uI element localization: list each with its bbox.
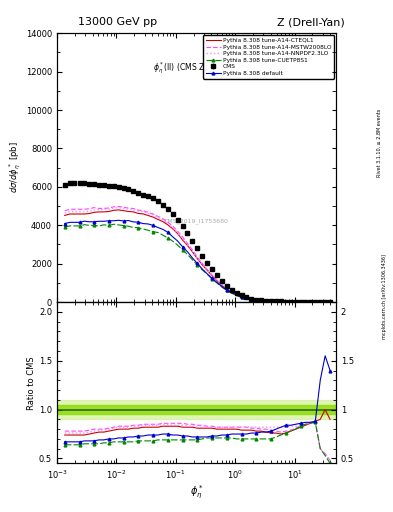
- Pythia 8.308 tune-CUETP8S1: [111, 221, 116, 227]
- Pythia 8.308 tune-A14-MSTW2008LO: [323, 299, 327, 305]
- Pythia 8.308 tune-CUETP8S1: [131, 224, 136, 230]
- Pythia 8.308 tune-A14-MSTW2008LO: [131, 205, 136, 211]
- Pythia 8.308 tune-A14-MSTW2008LO: [328, 299, 332, 305]
- Pythia 8.308 tune-CUETP8S1: [303, 299, 308, 305]
- Line: Pythia 8.308 tune-A14-CTEQL1: Pythia 8.308 tune-A14-CTEQL1: [65, 210, 330, 302]
- Pythia 8.308 tune-A14-MSTW2008LO: [92, 204, 96, 211]
- Text: Z (Drell-Yan): Z (Drell-Yan): [277, 17, 344, 27]
- Pythia 8.308 tune-A14-NNPDF2.3LO: [131, 206, 136, 212]
- Pythia 8.308 tune-CUETP8S1: [92, 222, 96, 228]
- Y-axis label: $d\sigma/d\phi_\eta^*$ [pb]: $d\sigma/d\phi_\eta^*$ [pb]: [7, 142, 23, 194]
- Text: $\phi_\eta^*$(ll) (CMS Z production): $\phi_\eta^*$(ll) (CMS Z production): [153, 60, 252, 76]
- Text: CMS_2019_I1753680: CMS_2019_I1753680: [164, 219, 229, 224]
- Pythia 8.308 tune-CUETP8S1: [323, 299, 327, 305]
- Pythia 8.308 tune-A14-CTEQL1: [116, 207, 121, 213]
- Text: mcplots.cern.ch [arXiv:1306.3436]: mcplots.cern.ch [arXiv:1306.3436]: [382, 254, 387, 339]
- Pythia 8.308 tune-CUETP8S1: [116, 222, 121, 228]
- Pythia 8.308 tune-A14-MSTW2008LO: [116, 203, 121, 209]
- Pythia 8.308 tune-A14-MSTW2008LO: [62, 208, 67, 214]
- Pythia 8.308 tune-A14-CTEQL1: [165, 222, 170, 228]
- Pythia 8.308 tune-CUETP8S1: [62, 224, 67, 230]
- Pythia 8.308 tune-A14-CTEQL1: [328, 299, 332, 305]
- Bar: [57, 404, 336, 415]
- Pythia 8.308 tune-A14-MSTW2008LO: [111, 204, 116, 210]
- X-axis label: $\phi_\eta^*$: $\phi_\eta^*$: [190, 483, 203, 501]
- Pythia 8.308 tune-A14-NNPDF2.3LO: [328, 299, 332, 305]
- Y-axis label: Ratio to CMS: Ratio to CMS: [27, 356, 36, 410]
- Line: Pythia 8.308 tune-A14-NNPDF2.3LO: Pythia 8.308 tune-A14-NNPDF2.3LO: [65, 208, 330, 302]
- Pythia 8.308 tune-A14-CTEQL1: [92, 209, 96, 216]
- Text: Rivet 3.1.10, ≥ 2.8M events: Rivet 3.1.10, ≥ 2.8M events: [377, 109, 382, 178]
- Pythia 8.308 tune-A14-NNPDF2.3LO: [323, 299, 327, 305]
- Pythia 8.308 tune-A14-CTEQL1: [323, 299, 327, 305]
- Pythia 8.308 tune-A14-MSTW2008LO: [303, 299, 308, 305]
- Line: Pythia 8.308 tune-A14-MSTW2008LO: Pythia 8.308 tune-A14-MSTW2008LO: [65, 206, 330, 302]
- Pythia 8.308 tune-A14-NNPDF2.3LO: [92, 207, 96, 213]
- Bar: [57, 400, 336, 419]
- Pythia 8.308 tune-CUETP8S1: [165, 235, 170, 241]
- Pythia 8.308 tune-A14-CTEQL1: [131, 209, 136, 215]
- Line: Pythia 8.308 tune-CUETP8S1: Pythia 8.308 tune-CUETP8S1: [63, 223, 331, 304]
- Pythia 8.308 tune-A14-CTEQL1: [62, 212, 67, 219]
- Pythia 8.308 tune-A14-NNPDF2.3LO: [165, 220, 170, 226]
- Pythia 8.308 tune-A14-CTEQL1: [111, 207, 116, 214]
- Pythia 8.308 tune-A14-NNPDF2.3LO: [116, 204, 121, 211]
- Legend: Pythia 8.308 tune-A14-CTEQL1, Pythia 8.308 tune-A14-MSTW2008LO, Pythia 8.308 tun: Pythia 8.308 tune-A14-CTEQL1, Pythia 8.3…: [203, 35, 334, 79]
- Text: 13000 GeV pp: 13000 GeV pp: [78, 17, 158, 27]
- Pythia 8.308 tune-A14-NNPDF2.3LO: [303, 299, 308, 305]
- Pythia 8.308 tune-A14-CTEQL1: [303, 299, 308, 305]
- Pythia 8.308 tune-A14-MSTW2008LO: [165, 219, 170, 225]
- Pythia 8.308 tune-A14-NNPDF2.3LO: [62, 210, 67, 216]
- Pythia 8.308 tune-CUETP8S1: [328, 299, 332, 305]
- Pythia 8.308 tune-A14-NNPDF2.3LO: [111, 205, 116, 211]
